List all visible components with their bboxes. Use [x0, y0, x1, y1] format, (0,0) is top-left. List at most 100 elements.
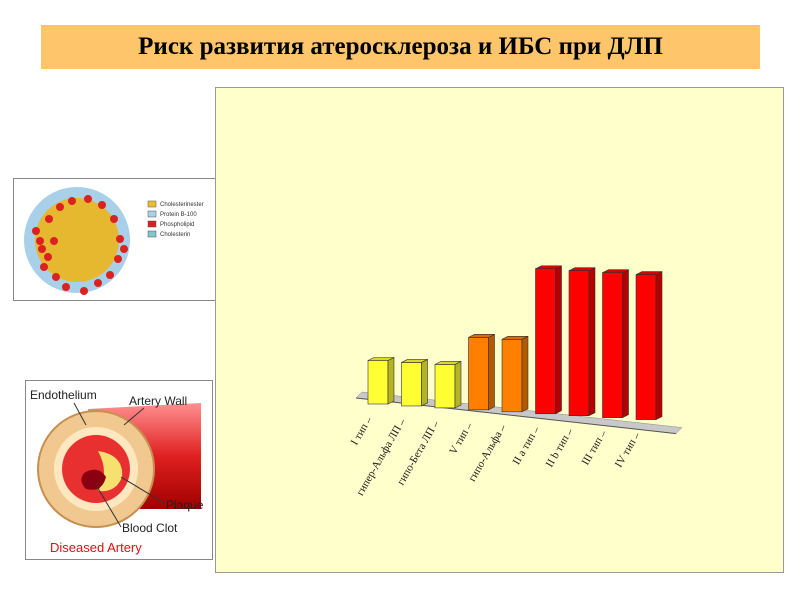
x-tick-label: III тип [580, 435, 606, 467]
bar-side [488, 333, 495, 411]
bar-side [655, 271, 663, 421]
endothelium-label: Endothelium [30, 388, 97, 402]
x-tick [568, 429, 572, 435]
bar-top [501, 336, 529, 340]
bar-top [602, 269, 629, 273]
bar-front [501, 339, 523, 413]
x-tick [468, 423, 471, 429]
bar-1 [367, 357, 395, 405]
bar-front [602, 272, 623, 418]
phospholipid-dot [110, 215, 118, 223]
ldl-legend-label: Phospholipid [160, 222, 194, 228]
phospholipid-dot [68, 197, 76, 205]
ldl-legend-swatch [147, 210, 157, 218]
chart-panel: I тип гипер-Альфа ЛП гипо-Бета ЛП V тип гипо… [215, 87, 784, 573]
x-tick [434, 421, 438, 428]
bar-side [387, 357, 395, 405]
bar-top [635, 271, 663, 275]
bar-top [401, 359, 428, 363]
ldl-legend-label: Cholesterinester [160, 202, 204, 208]
bar-2 [401, 358, 428, 407]
phospholipid-dot [80, 287, 88, 295]
ldl-legend-label: Cholesterin [160, 232, 190, 238]
phospholipid-dot [38, 245, 46, 253]
phospholipid-dot [62, 283, 70, 291]
ldl-phospholipid-dots [32, 195, 128, 295]
x-tick-label: IV тип [613, 437, 639, 470]
x-tick [602, 431, 605, 437]
endothelium-pointer [73, 402, 87, 426]
bar-side [454, 360, 462, 409]
x-tick [401, 419, 404, 426]
phospholipid-dot [50, 237, 58, 245]
phospholipid-dot [56, 203, 64, 211]
phospholipid-dot [44, 253, 52, 261]
bar-8 [602, 269, 629, 419]
bar-9 [635, 271, 663, 421]
page-title: Риск развития атеросклероза и ИБС при ДЛ… [138, 33, 663, 60]
ldl-legend-label: Protein B-100 [160, 212, 197, 218]
phospholipid-dot [120, 245, 128, 253]
x-tick [367, 417, 371, 424]
phospholipid-dot [114, 255, 122, 263]
phospholipid-dot [98, 201, 106, 209]
diseased-artery-title: Diseased Artery [50, 540, 142, 555]
phospholipid-dot [106, 271, 114, 279]
bar-7 [568, 267, 596, 417]
bar-side [421, 358, 428, 407]
artery-wall-label: Artery Wall [129, 394, 187, 408]
phospholipid-dot [45, 215, 53, 223]
bar-side [622, 269, 629, 419]
ldl-particle-svg: Cholesterinester Protein B-100 Phospholipi… [24, 187, 204, 295]
bar-top [468, 334, 495, 338]
artery-figure: Endothelium Artery Wall Plaque Blood Clo… [25, 380, 213, 560]
bar-6 [535, 265, 562, 415]
bar-5 [501, 335, 529, 413]
ldl-legend-swatch [147, 220, 157, 228]
phospholipid-dot [40, 263, 48, 271]
bar-front [468, 337, 489, 411]
x-tick-label: II b тип [544, 433, 572, 469]
phospholipid-dot [32, 227, 40, 235]
ldl-legend: Cholesterinester Protein B-100 Phospholipi… [147, 200, 204, 238]
artery-wall-pointer [123, 407, 145, 426]
bar-top [535, 265, 562, 270]
bar-front [367, 360, 389, 405]
bar-front [434, 364, 456, 409]
x-tick [635, 433, 639, 439]
bar-front [635, 274, 657, 420]
bar-top [367, 357, 395, 361]
bar-side [521, 335, 529, 413]
bar-front [401, 362, 422, 407]
artery-svg: Endothelium Artery Wall Plaque Blood Clo… [30, 388, 204, 555]
x-tick-label: гипо-Бета ЛП [395, 425, 438, 487]
phospholipid-dot [52, 273, 60, 281]
phospholipid-dot [36, 237, 44, 245]
bar-3 [434, 360, 462, 409]
ldl-legend-swatch [147, 200, 157, 208]
phospholipid-dot [84, 195, 92, 203]
x-tick-label: I тип [349, 421, 371, 447]
x-tick-label: II а тип [511, 431, 539, 467]
bar-top [434, 361, 462, 365]
x-tick [535, 427, 538, 433]
plaque-pointer [120, 476, 165, 504]
plaque-label: Plaque [166, 498, 204, 512]
x-tick-label: гипо-Альфа [466, 429, 504, 484]
bar-front [535, 268, 556, 415]
x-tick-label: V тип [447, 427, 471, 457]
ldl-core [35, 198, 119, 282]
title-banner: Риск развития атеросклероза и ИБС при ДЛ… [41, 25, 760, 69]
x-tick [501, 425, 505, 431]
bar-side [555, 265, 562, 415]
blood-clot-pointer [95, 484, 122, 528]
blood-clot-shape [81, 469, 106, 490]
phospholipid-dot [94, 279, 102, 287]
blood-clot-label: Blood Clot [122, 521, 178, 535]
bar-4 [468, 333, 495, 411]
bar-top [568, 267, 596, 271]
ldl-legend-swatch [147, 230, 157, 238]
phospholipid-dot [116, 235, 124, 243]
ldl-particle-figure: Cholesterinester Protein B-100 Phospholipi… [13, 178, 228, 301]
